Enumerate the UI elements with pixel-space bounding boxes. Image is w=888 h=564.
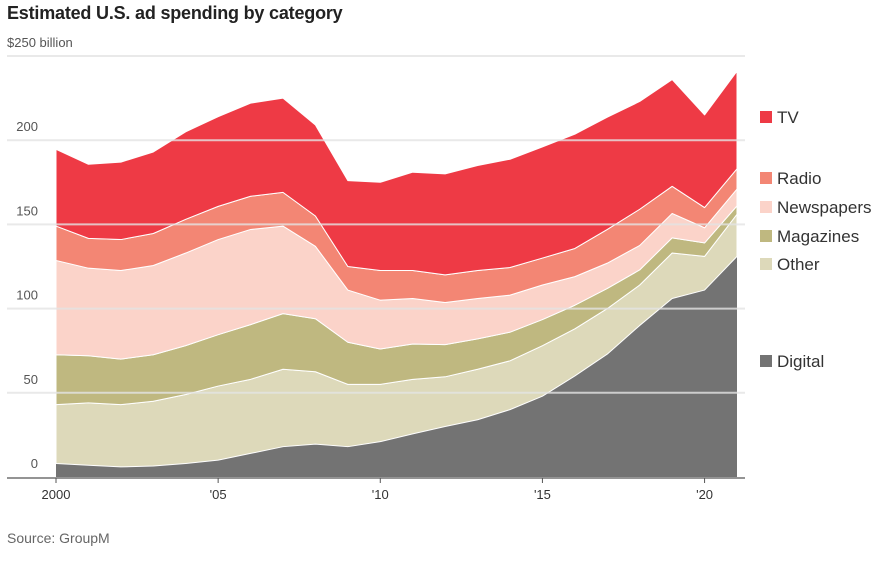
legend-label-digital: Digital [777,352,824,371]
legend-swatch-tv [760,111,772,123]
x-tick-label: '15 [534,487,551,502]
legend-swatch-magazines [760,230,772,242]
legend-label-magazines: Magazines [777,227,859,246]
y-tick-label: 100 [16,288,38,303]
legend-swatch-other [760,258,772,270]
legend-swatch-digital [760,355,772,367]
source-note: Source: GroupM [7,530,110,546]
y-tick-label: 0 [31,456,38,471]
legend-label-newspapers: Newspapers [777,198,872,217]
y-tick-label: 200 [16,119,38,134]
legend-swatch-newspapers [760,201,772,213]
y-tick-label: 150 [16,203,38,218]
chart-title: Estimated U.S. ad spending by category [7,3,343,23]
x-tick-label: '05 [210,487,227,502]
y-tick-label: 50 [24,372,38,387]
legend-label-tv: TV [777,108,799,127]
area-digital [56,256,737,477]
x-tick-label: '20 [696,487,713,502]
legend-label-other: Other [777,255,820,274]
y-tick-label: $250 billion [7,35,73,50]
x-tick-label: 2000 [42,487,71,502]
x-tick-label: '10 [372,487,389,502]
legend-swatch-radio [760,172,772,184]
legend-label-radio: Radio [777,169,821,188]
